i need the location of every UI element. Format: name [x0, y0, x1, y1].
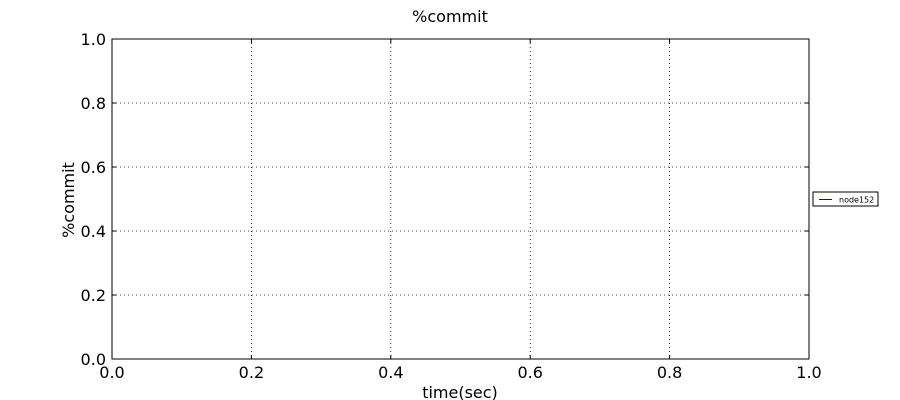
y-tick-label: 0.0: [81, 350, 106, 369]
legend: node152: [812, 191, 879, 207]
x-tick-label: 1.0: [796, 363, 821, 382]
legend-box: [812, 191, 879, 207]
x-tick-label: 0.4: [378, 363, 403, 382]
y-axis-label: %commit: [59, 162, 78, 238]
x-axis-label: time(sec): [422, 383, 498, 400]
x-tick-label: 0.6: [517, 363, 542, 382]
y-tick-label: 0.4: [81, 222, 106, 241]
x-tick-label: 0.8: [657, 363, 682, 382]
y-tick-label: 0.2: [81, 286, 106, 305]
plot-area-frame: [111, 38, 810, 360]
legend-label-node152: node152: [839, 196, 874, 205]
y-tick-label: 0.8: [81, 94, 106, 113]
x-tick-label: 0.0: [99, 363, 124, 382]
y-tick-label: 1.0: [81, 30, 106, 49]
y-tick-label: 0.6: [81, 158, 106, 177]
grid: [112, 39, 809, 359]
chart-title: %commit: [412, 7, 488, 26]
ticks: 0.0 0.2 0.4 0.6 0.8 1.0 0.0 0.2 0.4 0.6 0.8 1.0: [81, 30, 822, 382]
x-tick-label: 0.2: [239, 363, 264, 382]
